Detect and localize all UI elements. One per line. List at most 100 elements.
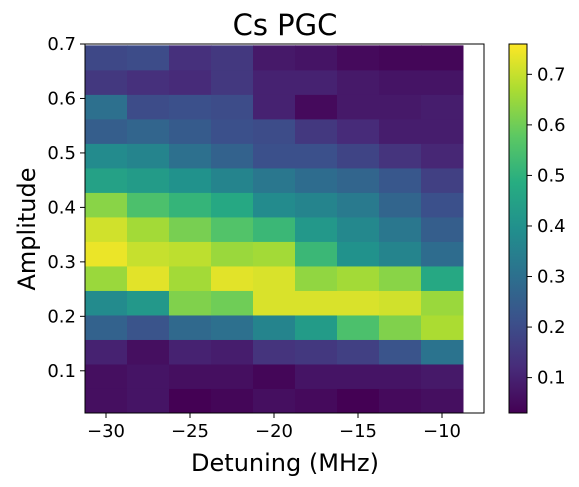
heatmap-cell — [127, 265, 170, 291]
heatmap-cell — [253, 363, 296, 389]
heatmap-cell — [85, 216, 128, 242]
heatmap-cell — [85, 118, 128, 144]
heatmap-cell — [169, 339, 212, 365]
heatmap-cell — [211, 143, 254, 169]
heatmap-cell — [337, 339, 380, 365]
heatmap-cell — [379, 241, 422, 267]
heatmap-cell — [337, 265, 380, 291]
heatmap-cell — [169, 94, 212, 120]
heatmap-cell — [127, 339, 170, 365]
heatmap-cell — [421, 241, 464, 267]
heatmap-cell — [379, 192, 422, 218]
heatmap-cell — [295, 314, 338, 340]
heatmap-cell — [211, 94, 254, 120]
heatmap-cell — [169, 216, 212, 242]
heatmap-cell — [337, 290, 380, 316]
heatmap-cell — [295, 167, 338, 193]
heatmap-cell — [211, 314, 254, 340]
heatmap-cell — [127, 314, 170, 340]
heatmap-cell — [337, 314, 380, 340]
heatmap-cell — [85, 143, 128, 169]
heatmap-cell — [211, 241, 254, 267]
heatmap-cell — [211, 118, 254, 144]
heatmap-cell — [337, 216, 380, 242]
heatmap-cell — [421, 388, 464, 414]
heatmap-cell — [169, 363, 212, 389]
heatmap-cell — [421, 118, 464, 144]
heatmap-cell — [379, 314, 422, 340]
y-tick-label: 0.2 — [47, 306, 76, 327]
heatmap-cell — [337, 363, 380, 389]
heatmap-cell — [127, 363, 170, 389]
heatmap-cells — [85, 45, 464, 414]
heatmap-cell — [127, 143, 170, 169]
heatmap-cell — [211, 69, 254, 95]
heatmap-cell — [253, 314, 296, 340]
heatmap-cell — [421, 167, 464, 193]
heatmap-cell — [337, 69, 380, 95]
heatmap-cell — [253, 216, 296, 242]
heatmap-cell — [211, 192, 254, 218]
heatmap-cell — [337, 241, 380, 267]
heatmap-cell — [127, 94, 170, 120]
x-tick-label: −20 — [255, 421, 293, 442]
heatmap-cell — [379, 363, 422, 389]
y-tick-label: 0.4 — [47, 197, 76, 218]
heatmap-cell — [85, 363, 128, 389]
heatmap-cell — [127, 192, 170, 218]
heatmap-cell — [421, 265, 464, 291]
heatmap-cell — [211, 339, 254, 365]
heatmap-cell — [379, 45, 422, 71]
colorbar-gradient — [508, 43, 528, 414]
heatmap-cell — [253, 167, 296, 193]
heatmap-cell — [421, 363, 464, 389]
heatmap-cell — [379, 339, 422, 365]
heatmap-cell — [421, 69, 464, 95]
heatmap-cell — [169, 69, 212, 95]
heatmap-cell — [295, 363, 338, 389]
heatmap-cell — [421, 45, 464, 71]
heatmap-cell — [85, 192, 128, 218]
heatmap-cell — [169, 290, 212, 316]
heatmap-cell — [337, 192, 380, 218]
heatmap-cell — [85, 314, 128, 340]
colorbar-tick-label: 0.3 — [537, 267, 566, 288]
heatmap-cell — [253, 118, 296, 144]
heatmap-cell — [421, 94, 464, 120]
heatmap-cell — [295, 290, 338, 316]
heatmap-cell — [127, 290, 170, 316]
x-tick-label: −10 — [423, 421, 461, 442]
heatmap-cell — [253, 45, 296, 71]
heatmap-cell — [421, 192, 464, 218]
heatmap-cell — [295, 388, 338, 414]
x-tick-label: −30 — [87, 421, 125, 442]
heatmap-cell — [85, 167, 128, 193]
heatmap-cell — [337, 118, 380, 144]
heatmap-cell — [127, 118, 170, 144]
plot-frame — [84, 43, 485, 414]
heatmap-cell — [253, 388, 296, 414]
heatmap-cell — [85, 339, 128, 365]
heatmap-cell — [379, 143, 422, 169]
heatmap-cell — [421, 339, 464, 365]
heatmap-cell — [337, 143, 380, 169]
heatmap-cell — [211, 265, 254, 291]
y-axis: 0.1 0.2 0.3 0.4 0.5 0.6 0.7 — [47, 34, 85, 382]
colorbar-tick-label: 0.7 — [537, 64, 566, 85]
heatmap-cell — [127, 216, 170, 242]
heatmap-cell — [421, 314, 464, 340]
heatmap-cell — [295, 118, 338, 144]
colorbar-tick-label: 0.2 — [537, 317, 566, 338]
heatmap-cell — [211, 216, 254, 242]
heatmap-cell — [211, 45, 254, 71]
heatmap-cell — [421, 216, 464, 242]
heatmap-cell — [85, 94, 128, 120]
heatmap-cell — [337, 94, 380, 120]
heatmap-cell — [337, 167, 380, 193]
x-axis: −30 −25 −20 −15 −10 — [87, 413, 461, 442]
heatmap-cell — [85, 388, 128, 414]
colorbar: 0.1 0.2 0.3 0.4 0.5 0.6 0.7 — [508, 43, 566, 414]
heatmap-cell — [253, 290, 296, 316]
heatmap-cell — [337, 45, 380, 71]
chart-title: Cs PGC — [233, 8, 338, 42]
